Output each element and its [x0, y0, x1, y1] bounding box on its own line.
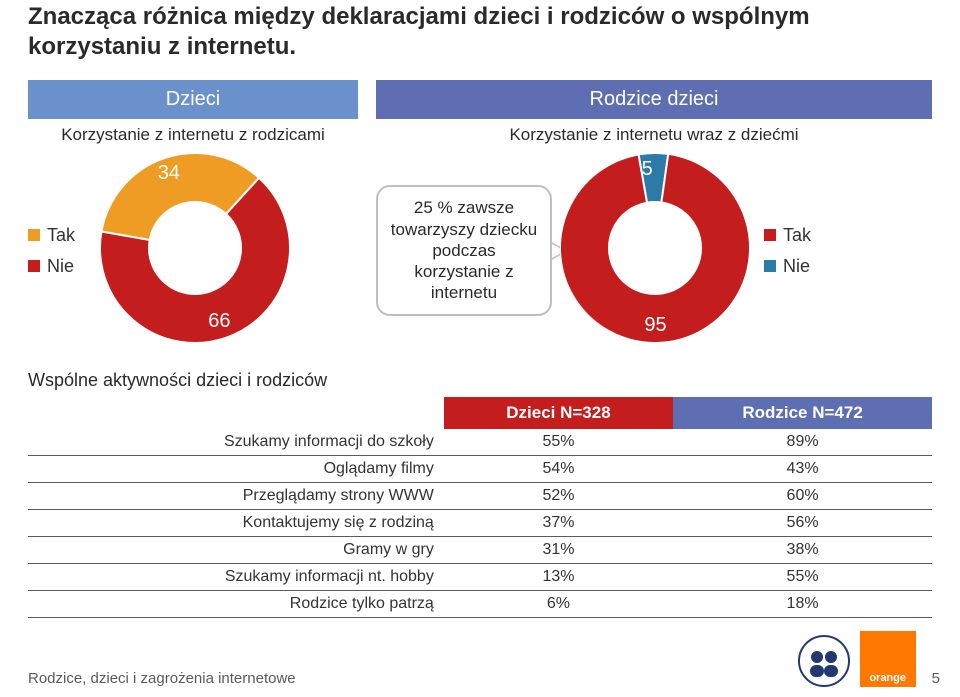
legend-right-nie-label: Nie	[783, 256, 810, 277]
row-parents-value: 18%	[673, 591, 932, 618]
table-row: Szukamy informacji do szkoły55%89%	[28, 429, 932, 456]
row-parents-value: 89%	[673, 429, 932, 456]
table-col-children: Dzieci N=328	[444, 397, 673, 429]
legend-right: Tak Nie	[764, 225, 828, 277]
panel-parents-header: Rodzice dzieci	[376, 80, 932, 119]
donut-value-label: 66	[208, 310, 230, 333]
row-children-value: 55%	[444, 429, 673, 456]
panel-children: Dzieci Korzystanie z internetu z rodzica…	[28, 80, 358, 348]
row-label: Kontaktujemy się z rodziną	[28, 510, 444, 537]
donut-value-label: 34	[158, 162, 180, 185]
row-children-value: 37%	[444, 510, 673, 537]
swatch-tak-right	[764, 229, 776, 241]
table-title: Wspólne aktywności dzieci i rodziców	[28, 370, 932, 391]
page-number: 5	[932, 670, 940, 687]
legend-left-nie-label: Nie	[47, 256, 74, 277]
swatch-nie-left	[28, 260, 40, 272]
orange-logo-icon: orange	[860, 631, 916, 687]
donut-parents: 5 95	[560, 153, 750, 348]
row-parents-value: 55%	[673, 564, 932, 591]
row-label: Rodzice tylko patrzą	[28, 591, 444, 618]
row-parents-value: 60%	[673, 483, 932, 510]
row-label: Oglądamy filmy	[28, 456, 444, 483]
fundacja-logo-icon	[798, 635, 850, 687]
orange-logo-label: orange	[869, 672, 906, 687]
legend-left-tak: Tak	[28, 225, 92, 246]
legend-left-tak-label: Tak	[47, 225, 75, 246]
legend-right-tak: Tak	[764, 225, 828, 246]
donut-value-label: 95	[644, 314, 666, 337]
row-parents-value: 43%	[673, 456, 932, 483]
panel-children-subhead: Korzystanie z internetu z rodzicami	[28, 125, 358, 145]
table-row: Szukamy informacji nt. hobby13%55%	[28, 564, 932, 591]
row-label: Gramy w gry	[28, 537, 444, 564]
row-children-value: 6%	[444, 591, 673, 618]
row-label: Szukamy informacji do szkoły	[28, 429, 444, 456]
table-row: Przeglądamy strony WWW52%60%	[28, 483, 932, 510]
row-children-value: 13%	[444, 564, 673, 591]
row-children-value: 52%	[444, 483, 673, 510]
row-children-value: 31%	[444, 537, 673, 564]
callout-box: 25 % zawsze towarzyszy dziecku podczas k…	[376, 185, 552, 315]
table-row: Oglądamy filmy54%43%	[28, 456, 932, 483]
row-parents-value: 38%	[673, 537, 932, 564]
panel-children-header: Dzieci	[28, 80, 358, 119]
panel-parents-subhead: Korzystanie z internetu wraz z dziećmi	[376, 125, 932, 145]
panel-parents: Rodzice dzieci Korzystanie z internetu w…	[376, 80, 932, 348]
panels-row: Dzieci Korzystanie z internetu z rodzica…	[28, 80, 932, 348]
table-row: Kontaktujemy się z rodziną37%56%	[28, 510, 932, 537]
row-children-value: 54%	[444, 456, 673, 483]
legend-left: Tak Nie	[28, 225, 92, 277]
footer-text: Rodzice, dzieci i zagrożenia internetowe	[28, 670, 296, 687]
row-parents-value: 56%	[673, 510, 932, 537]
legend-right-tak-label: Tak	[783, 225, 811, 246]
table-col-parents: Rodzice N=472	[673, 397, 932, 429]
table-row: Rodzice tylko patrzą6%18%	[28, 591, 932, 618]
footer: Rodzice, dzieci i zagrożenia internetowe…	[28, 631, 940, 687]
activities-table: Dzieci N=328 Rodzice N=472 Szukamy infor…	[28, 397, 932, 618]
table-row: Gramy w gry31%38%	[28, 537, 932, 564]
donut-value-label: 5	[642, 158, 653, 181]
legend-right-nie: Nie	[764, 256, 828, 277]
callout-text: 25 % zawsze towarzyszy dziecku podczas k…	[391, 198, 537, 302]
legend-left-nie: Nie	[28, 256, 92, 277]
donut-children: 34 66	[100, 153, 290, 348]
row-label: Szukamy informacji nt. hobby	[28, 564, 444, 591]
swatch-nie-right	[764, 260, 776, 272]
page-title: Znacząca różnica między deklaracjami dzi…	[28, 0, 932, 62]
row-label: Przeglądamy strony WWW	[28, 483, 444, 510]
swatch-tak-left	[28, 229, 40, 241]
